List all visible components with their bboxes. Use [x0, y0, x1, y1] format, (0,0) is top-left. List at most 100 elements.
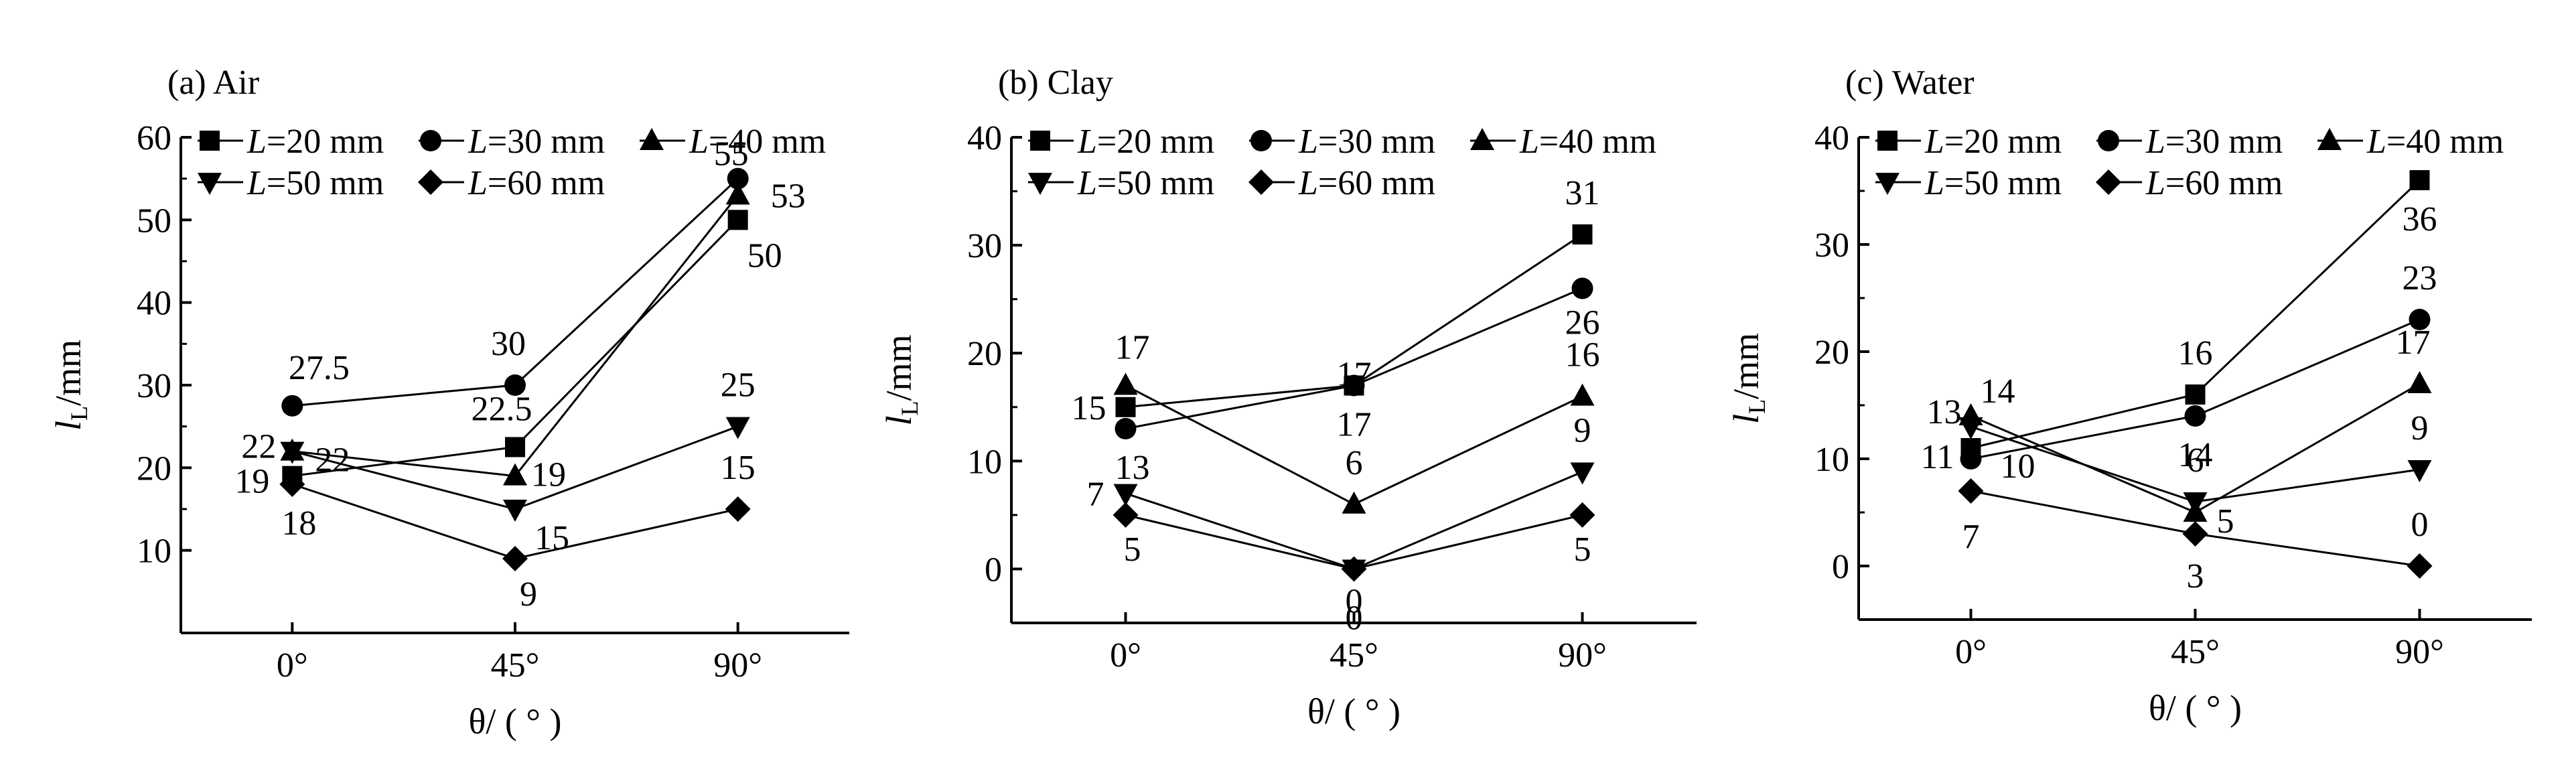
legend-marker: [2096, 169, 2121, 195]
legend-marker: [1875, 173, 1900, 195]
x-tick-label: 0°: [1110, 636, 1141, 674]
y-tick-label: 30: [967, 227, 1002, 265]
legend-marker: [420, 130, 441, 151]
data-point: [725, 417, 750, 439]
data-point: [727, 210, 748, 230]
data-label: 22: [241, 428, 276, 466]
series-triangle-down: 13 6 9: [1927, 393, 2432, 514]
series-diamond: 18 9 15: [279, 449, 756, 614]
data-point: [1960, 448, 1982, 470]
data-label: 7: [1962, 518, 1980, 556]
legend-entry: L=30 mm: [419, 123, 605, 161]
series-triangle-down: 7 0 9: [1087, 411, 1595, 620]
data-label: 0: [1346, 582, 1363, 620]
series-circle: 27.5 30 55: [281, 135, 749, 417]
data-point: [502, 546, 528, 571]
data-label: 23: [2403, 259, 2437, 297]
chart-panel-1: 10 20 30 40 50 60 0° 45° 90° θ/ ( ° ) lL/mm (a) Air…: [48, 64, 849, 741]
data-point: [2183, 492, 2208, 514]
legend-label: L=60 mm: [468, 164, 605, 202]
data-label: 17: [1115, 329, 1150, 367]
data-point: [2407, 371, 2432, 393]
y-tick-label: 40: [967, 119, 1002, 157]
y-axis-title: lL/mm: [1726, 333, 1770, 424]
data-label: 0: [2411, 506, 2429, 544]
y-tick-label: 50: [137, 202, 171, 240]
legend-entry: L=60 mm: [418, 164, 605, 202]
legend-label: L=30 mm: [468, 123, 605, 161]
data-point: [2185, 384, 2206, 405]
x-axis-title: θ/ ( ° ): [2149, 688, 2242, 728]
data-label: 53: [771, 177, 806, 215]
data-label: 6: [2187, 441, 2204, 480]
series-diamond: 7 3 0: [1958, 478, 2433, 595]
data-point: [2407, 460, 2432, 482]
legend-marker: [2098, 130, 2119, 151]
data-point: [2409, 309, 2431, 330]
x-axis-title: θ/ ( ° ): [1307, 691, 1401, 731]
data-label: 18: [281, 504, 316, 543]
data-point: [1343, 374, 1365, 397]
data-label: 3: [2187, 557, 2204, 595]
data-point: [503, 500, 527, 522]
chart-panel-2: 0 10 20 30 40 0° 45° 90° θ/ ( ° ) lL/mm (b) Clay L=…: [879, 64, 1697, 731]
panel-title: (a) Air: [167, 64, 259, 102]
y-tick-label: 0: [985, 551, 1002, 589]
data-point: [1113, 484, 1138, 506]
data-label: 15: [1072, 389, 1106, 427]
data-point: [725, 182, 750, 205]
data-point: [1115, 418, 1137, 439]
data-point: [1958, 417, 1983, 439]
x-axis-title: θ/ ( ° ): [469, 701, 562, 741]
legend-entry: L=40 mm: [2317, 123, 2504, 161]
y-tick-label: 30: [137, 367, 171, 405]
legend-marker: [200, 131, 220, 151]
data-label: 5: [1574, 530, 1591, 569]
legend-marker: [1028, 173, 1052, 195]
legend-label: L=30 mm: [1298, 123, 1435, 161]
x-tick-label: 0°: [1955, 633, 1987, 671]
data-label: 50: [747, 236, 782, 275]
data-label: 17: [1337, 406, 1372, 444]
x-tick-label: 45°: [1330, 636, 1378, 674]
data-label: 17: [2396, 324, 2431, 362]
data-point: [1115, 397, 1136, 417]
data-label: 7: [1087, 476, 1104, 514]
data-label: 9: [520, 575, 537, 614]
legend-marker: [640, 128, 664, 150]
legend-marker: [2317, 128, 2342, 150]
y-tick-label: 10: [1814, 441, 1849, 479]
data-point: [2407, 553, 2433, 579]
data-label: 30: [491, 325, 526, 363]
data-label: 31: [1565, 174, 1600, 212]
data-point: [281, 395, 303, 417]
y-tick-label: 0: [1832, 548, 1849, 586]
y-tick-label: 20: [137, 449, 171, 488]
data-point: [1958, 478, 1984, 504]
legend-label: L=20 mm: [1924, 123, 2062, 161]
data-label: 22.5: [472, 390, 532, 429]
data-label: 5: [1124, 530, 1141, 569]
data-label: 19: [234, 463, 269, 501]
legend-label: L=50 mm: [1924, 164, 2062, 202]
data-point: [505, 437, 525, 457]
series-triangle-up: 22 19 53: [280, 177, 806, 494]
data-point: [725, 496, 751, 522]
y-tick-label: 30: [1814, 226, 1849, 265]
x-tick-label: 45°: [491, 646, 540, 685]
legend-entry: L=60 mm: [1248, 164, 1435, 202]
data-point: [280, 441, 305, 464]
data-label: 16: [2178, 334, 2213, 372]
legend-label: L=60 mm: [2145, 164, 2283, 202]
legend-entry: L=50 mm: [1028, 164, 1214, 202]
legend-label: L=30 mm: [2145, 123, 2283, 161]
data-label: 13: [1927, 393, 1962, 431]
data-label: 11: [1920, 438, 1954, 476]
data-label: 15: [721, 449, 756, 487]
legend-label: L=40 mm: [1519, 123, 1656, 161]
legend-entry: L=20 mm: [198, 123, 384, 161]
data-label: 27.5: [289, 349, 350, 387]
